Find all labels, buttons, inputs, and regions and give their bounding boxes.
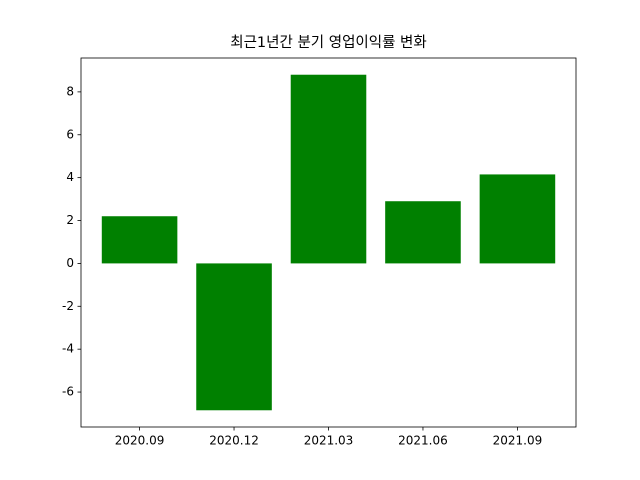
x-tick-label: 2021.09 xyxy=(493,434,543,448)
y-tick-label: -4 xyxy=(62,342,74,356)
axes-frame xyxy=(80,57,577,428)
y-tick-label: 2 xyxy=(66,213,74,227)
x-tick-label: 2021.03 xyxy=(304,434,354,448)
bar xyxy=(101,216,178,264)
bar xyxy=(479,174,556,264)
bar xyxy=(385,201,461,264)
y-tick-label: 6 xyxy=(66,127,74,141)
x-tick-label: 2020.09 xyxy=(115,434,165,448)
x-tick-label: 2020.12 xyxy=(209,434,259,448)
bar xyxy=(196,263,272,411)
y-tick-label: -6 xyxy=(62,385,74,399)
x-tick-label: 2021.06 xyxy=(398,434,448,448)
bar xyxy=(290,74,367,264)
y-tick-label: -2 xyxy=(62,299,74,313)
y-tick-label: 8 xyxy=(66,84,74,98)
y-tick-label: 0 xyxy=(66,256,74,270)
chart-title: 최근1년간 분기 영업이익률 변화 xyxy=(230,34,426,51)
y-tick-label: 4 xyxy=(66,170,74,184)
